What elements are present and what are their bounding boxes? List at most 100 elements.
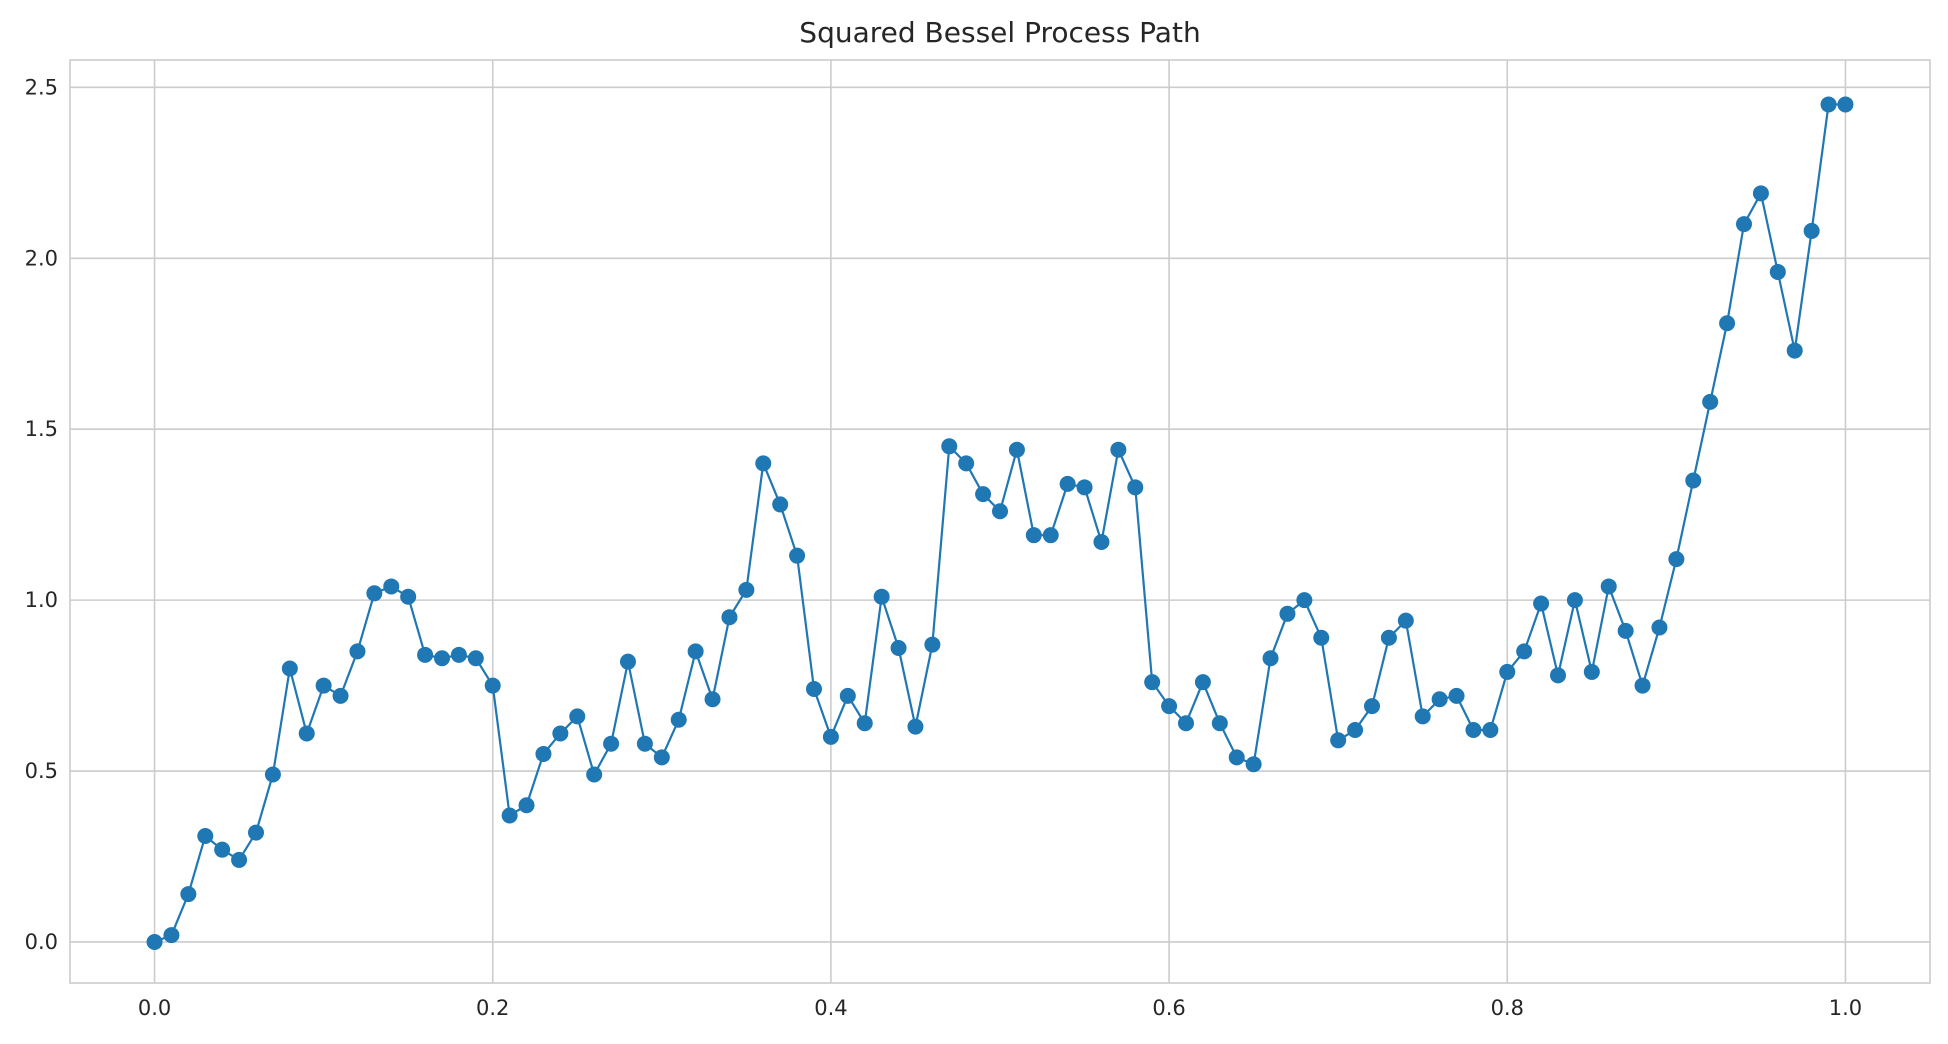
data-point [1499, 663, 1516, 680]
data-point [1736, 216, 1752, 233]
data-point [755, 455, 772, 472]
data-point [1279, 605, 1296, 622]
axes-frame [69, 59, 1931, 984]
data-point [1245, 756, 1262, 773]
x-tick-label: 0.4 [814, 996, 847, 1020]
data-point [383, 578, 400, 595]
data-point [1820, 96, 1837, 113]
series-markers [146, 96, 1854, 950]
data-point [501, 807, 518, 824]
series-line-group [154, 103, 1846, 943]
data-point [1144, 674, 1161, 691]
data-point [1025, 527, 1042, 544]
data-point [975, 486, 992, 503]
data-point [1008, 441, 1025, 458]
y-tick-label: 1.0 [25, 588, 58, 612]
grid [70, 60, 1930, 983]
data-point [636, 735, 653, 752]
data-point [1042, 527, 1059, 544]
data-point [417, 646, 434, 663]
data-point [822, 728, 839, 745]
data-point [197, 828, 214, 845]
data-point [248, 824, 264, 841]
data-point [349, 643, 366, 660]
data-point [1465, 722, 1482, 739]
data-point [1431, 691, 1448, 708]
data-point [1211, 715, 1228, 732]
x-tick-label: 0.2 [476, 996, 509, 1020]
data-point [704, 691, 721, 708]
x-tick-label: 0.6 [1152, 996, 1185, 1020]
data-point [180, 886, 197, 903]
data-point [1161, 698, 1178, 715]
data-point [1313, 629, 1330, 646]
data-point [958, 455, 975, 472]
x-tick-label: 1.0 [1829, 996, 1862, 1020]
x-tick-label: 0.0 [138, 996, 171, 1020]
data-point [1719, 315, 1736, 332]
y-tick-label: 0.5 [25, 759, 58, 783]
data-point [1228, 749, 1245, 766]
data-point [1397, 612, 1414, 629]
data-point [467, 650, 484, 667]
data-point [738, 581, 755, 598]
data-point [214, 841, 231, 858]
data-point [687, 643, 704, 660]
data-point [873, 588, 890, 605]
y-tick-label: 2.0 [25, 246, 58, 270]
data-point [1702, 393, 1719, 410]
data-point [924, 636, 941, 653]
data-point [670, 711, 687, 728]
y-axis-ticks: 0.0 0.5 1.0 1.5 2.0 2.5 [25, 75, 58, 954]
data-point [484, 677, 501, 694]
data-point [434, 650, 450, 667]
data-point [890, 639, 907, 656]
data-point [806, 681, 822, 698]
data-point [1786, 342, 1803, 359]
chart-title: Squared Bessel Process Path [799, 16, 1200, 49]
data-point [1634, 677, 1651, 694]
data-point [1803, 222, 1820, 239]
data-point [1262, 650, 1279, 667]
data-point [518, 797, 535, 814]
data-point [789, 547, 806, 564]
data-point [1448, 687, 1465, 704]
data-point [1651, 619, 1668, 636]
x-tick-label: 0.8 [1491, 996, 1524, 1020]
data-point [315, 677, 332, 694]
data-point [450, 646, 467, 663]
data-point [620, 653, 636, 670]
data-point [586, 766, 603, 783]
data-point [1583, 663, 1600, 680]
x-axis-ticks: 0.0 0.2 0.4 0.6 0.8 1.0 [138, 996, 1862, 1020]
data-point [1533, 595, 1550, 612]
data-point [1550, 667, 1566, 684]
data-point [1380, 629, 1397, 646]
data-point [231, 851, 248, 868]
series-line [154, 103, 1846, 943]
data-point [1178, 715, 1194, 732]
data-point [264, 766, 281, 783]
data-point [772, 496, 789, 513]
data-point [1516, 643, 1533, 660]
data-point [1194, 674, 1211, 691]
data-point [400, 588, 417, 605]
data-point [1076, 479, 1093, 496]
data-point [839, 687, 856, 704]
y-tick-label: 1.5 [25, 417, 58, 441]
data-point [856, 715, 873, 732]
data-point [1296, 592, 1313, 609]
data-point [332, 687, 349, 704]
y-tick-label: 2.5 [25, 75, 58, 99]
data-point [552, 725, 569, 742]
data-point [281, 660, 298, 677]
data-point [1752, 185, 1769, 202]
data-point [1414, 708, 1431, 725]
data-point [992, 503, 1008, 520]
data-point [1769, 263, 1786, 280]
data-point [366, 585, 383, 602]
data-point [1330, 732, 1347, 749]
data-point [1685, 472, 1702, 489]
data-point [653, 749, 670, 766]
